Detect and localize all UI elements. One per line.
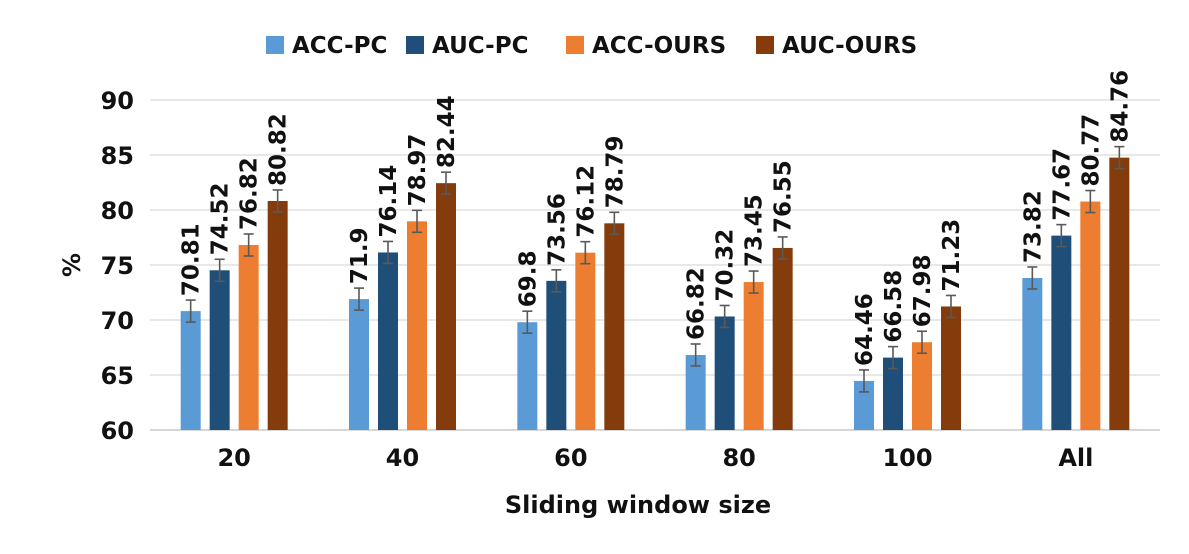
bar (941, 306, 961, 430)
y-tick-label: 90 (101, 87, 134, 115)
bar (714, 316, 735, 430)
data-label: 80.77 (1078, 114, 1104, 187)
data-label: 84.76 (1107, 70, 1133, 143)
legend-item: AUC-OURS (756, 33, 917, 59)
bar (209, 270, 230, 430)
x-tick-label: All (1058, 444, 1093, 472)
y-tick-label: 65 (101, 362, 134, 390)
legend-swatch (756, 36, 774, 54)
data-label: 70.32 (713, 229, 739, 302)
legend-swatch (566, 36, 584, 54)
data-label: 80.82 (266, 113, 292, 186)
x-axis-label: Sliding window size (505, 491, 771, 519)
legend-swatch (406, 36, 424, 54)
bar (238, 244, 259, 430)
bar (517, 322, 538, 430)
y-tick-label: 70 (101, 307, 134, 335)
bar (575, 252, 596, 430)
bar (1051, 235, 1072, 430)
legend-label: ACC-PC (292, 33, 387, 59)
y-axis: 60 65 70 75 80 85 90 (101, 87, 134, 445)
data-label: 82.44 (434, 95, 460, 168)
bar (378, 252, 398, 430)
x-tick-label: 40 (386, 444, 419, 472)
legend-item: AUC-PC (406, 33, 528, 59)
data-label: 66.82 (684, 267, 710, 340)
bar (407, 221, 427, 430)
bar (546, 280, 567, 430)
data-label: 76.14 (376, 165, 402, 238)
bar (604, 223, 625, 430)
bar (743, 282, 764, 430)
data-label: 76.82 (237, 157, 263, 230)
y-tick-label: 60 (101, 417, 134, 445)
data-label: 74.52 (208, 183, 234, 256)
x-axis: 20 40 60 80 100 All (217, 444, 1093, 472)
y-tick-label: 80 (101, 197, 134, 225)
bar (883, 357, 903, 430)
data-label: 67.98 (910, 254, 936, 327)
legend-label: AUC-OURS (782, 33, 917, 59)
legend-swatch (266, 36, 284, 54)
bar (349, 299, 369, 430)
legend-item: ACC-OURS (566, 33, 726, 59)
bar (685, 354, 706, 430)
x-tick-label: 80 (722, 444, 755, 472)
legend-item: ACC-PC (266, 33, 387, 59)
bar (912, 342, 932, 430)
data-label: 66.58 (881, 270, 907, 343)
x-tick-label: 100 (882, 444, 932, 472)
bar (1109, 157, 1130, 430)
bar (267, 200, 288, 430)
data-label: 76.12 (573, 165, 599, 238)
bar (772, 247, 793, 430)
y-tick-label: 85 (101, 142, 134, 170)
bar (854, 380, 874, 430)
x-tick-label: 60 (554, 444, 587, 472)
data-label: 69.8 (515, 250, 541, 307)
data-label: 78.97 (405, 134, 431, 207)
x-tick-label: 20 (217, 444, 250, 472)
data-label: 73.45 (742, 194, 768, 267)
data-label: 73.56 (544, 193, 570, 266)
bar (180, 311, 201, 430)
data-label: 78.79 (602, 136, 628, 209)
data-label: 73.82 (1020, 190, 1046, 263)
data-label: 71.9 (347, 227, 373, 284)
legend-label: ACC-OURS (592, 33, 726, 59)
bar (1080, 201, 1101, 430)
gridlines (150, 99, 1160, 431)
legend-label: AUC-PC (432, 33, 528, 59)
y-axis-label: % (58, 253, 86, 277)
data-label: 71.23 (939, 219, 965, 292)
y-tick-label: 75 (101, 252, 134, 280)
data-label: 70.81 (179, 223, 205, 296)
data-label: 64.46 (852, 293, 878, 366)
data-label: 76.55 (771, 160, 797, 233)
bar (1022, 277, 1043, 430)
legend: ACC-PC AUC-PC ACC-OURS AUC-OURS (266, 33, 917, 59)
data-label: 77.67 (1049, 148, 1075, 221)
bar (436, 183, 456, 430)
